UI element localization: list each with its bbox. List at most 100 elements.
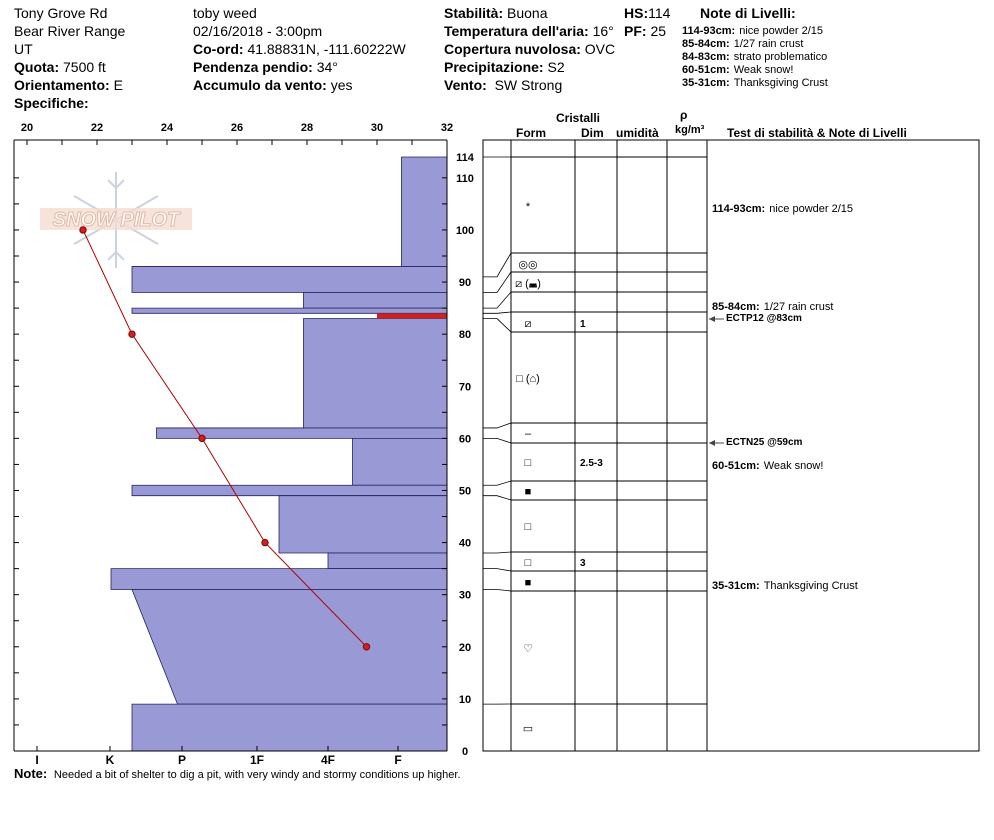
wind-label: Vento:: [444, 77, 487, 93]
stability-value: Buona: [507, 5, 548, 21]
temperature-point: [198, 434, 206, 443]
height-tick-label: 90: [459, 277, 471, 289]
stability: Stabilità: Buona: [444, 5, 548, 21]
hardness-axis-label: K: [106, 753, 115, 767]
stability-note-range: 85-84cm:: [712, 301, 760, 313]
location: Tony Grove Rd: [14, 5, 108, 21]
stability-note-text: Weak snow!: [763, 460, 824, 472]
snow-height: HS:114: [624, 5, 670, 21]
moisture-header: umidità: [616, 126, 659, 140]
datetime: 02/16/2018 - 3:00pm: [193, 23, 323, 39]
wind-loading-value: yes: [330, 77, 353, 93]
layer-connector-line: [483, 568, 512, 572]
crystal-size-value: 1: [580, 319, 586, 330]
header-note-text: nice powder 2/15: [739, 25, 823, 37]
layer-connector-line: [483, 311, 512, 314]
stability-test-result: ECTP12 @83cm: [726, 313, 802, 324]
coords-value: 41.88831N, -111.60222W: [247, 41, 406, 57]
test-arrow-head: [709, 316, 715, 322]
layer-connector-line: [483, 318, 512, 333]
temperature-tick-label: 32: [441, 122, 453, 134]
precip-value: S2: [547, 59, 565, 75]
height-tick-label: 10: [459, 694, 471, 706]
temperature-tick-label: 26: [231, 122, 243, 134]
observer: toby weed: [193, 5, 257, 21]
header-note-range: 85-84cm:: [682, 38, 730, 50]
hardness-layer-bar: [131, 484, 448, 497]
layer-connector-line: [483, 422, 512, 429]
stability-note-range: 60-51cm:: [712, 460, 760, 472]
stability-test-result: ECTN25 @59cm: [726, 437, 803, 448]
height-tick-label: 40: [459, 538, 471, 550]
air-temperature: Temperatura dell'aria: 16°: [444, 23, 614, 39]
stability-label: Stabilità:: [444, 5, 504, 21]
problem-layer-marker: [377, 313, 447, 319]
height-tick-label: 70: [459, 381, 471, 393]
elevation: Quota: 7500 ft: [14, 59, 106, 75]
crystal-form-symbol: □: [525, 457, 532, 469]
coordinates: Co-ord: 41.88831N, -111.60222W: [193, 41, 406, 57]
stability-note-text: Thanksgiving Crust: [763, 580, 858, 592]
slope-label: Pendenza pendio:: [193, 59, 313, 75]
dim-header: Dim: [581, 126, 604, 140]
tests-header: Test di stabilità & Note di Livelli: [727, 126, 907, 140]
layer-connector-line: [483, 480, 512, 486]
crystal-form-symbol: –: [525, 428, 532, 440]
stability-note-range: 35-31cm:: [712, 580, 760, 592]
hardness-layer-bar: [131, 589, 448, 705]
temperature-point: [79, 226, 87, 234]
temperature-point: [128, 330, 136, 338]
hardness-layer-bar: [110, 568, 448, 590]
density-unit-header: kg/m³: [675, 124, 705, 136]
layer-connector-line: [483, 589, 512, 592]
crystal-form-symbol: ▭: [523, 723, 533, 735]
temperature-tick-label: 24: [161, 122, 174, 134]
air-temp-label: Temperatura dell'aria:: [444, 23, 589, 39]
crystal-form-symbol: □: [525, 557, 532, 569]
specifics-label: Specifiche:: [14, 95, 89, 111]
hardness-layer-bar: [352, 437, 448, 486]
stability-note-text: nice powder 2/15: [769, 203, 853, 215]
hardness-axis-label: P: [178, 753, 186, 767]
crystal-form-symbol: ♡: [523, 643, 533, 655]
crystal-size-value: 3: [580, 558, 586, 569]
height-tick-label: 20: [459, 642, 471, 654]
hardness-layer-bar: [303, 318, 448, 429]
pf-value: 25: [650, 23, 667, 39]
height-tick-label: 60: [459, 433, 471, 445]
stability-note-range: 114-93cm:: [712, 203, 766, 215]
crystal-form-symbol: ■: [525, 486, 532, 498]
slope: Pendenza pendio: 34°: [193, 59, 338, 75]
height-tick-label: 80: [459, 329, 471, 341]
hardness-axis-label: F: [394, 753, 401, 767]
elevation-value: 7500 ft: [63, 59, 106, 75]
elevation-label: Quota:: [14, 59, 60, 75]
hardness-layer-bar: [327, 552, 448, 570]
header-note-text: Thanksgiving Crust: [733, 77, 828, 89]
hardness-layer-bar: [131, 703, 448, 752]
aspect-value: E: [113, 77, 123, 93]
hardness-temperature-plot: 20 22 24 26 28 30 3211411010090807060504030201…: [13, 122, 475, 767]
state: UT: [14, 41, 33, 57]
test-arrow-head: [709, 440, 715, 446]
height-tick-label: 114: [456, 152, 475, 164]
header-note-range: 84-83cm:: [682, 51, 730, 63]
crystal-form-symbol: □ (⌂): [516, 373, 540, 385]
height-tick-label: 50: [459, 485, 471, 497]
crystal-form-symbol: ⧄: [525, 318, 532, 330]
temperature-tick-label: 30: [371, 122, 383, 134]
layers-table: * ◎◎ ⧄ (◛) ⧄ 1 □ (⌂) – □ 2.5-3 ■ □ □ 3 ■ ♡ ▭: [482, 139, 980, 752]
precipitation: Precipitazione: S2: [444, 59, 565, 75]
crystal-form-symbol: ⧄ (◛): [515, 278, 541, 290]
hardness-layer-bar: [278, 495, 448, 554]
hs-label: HS:: [624, 5, 649, 21]
crystal-form-symbol: *: [526, 201, 531, 213]
crystal-form-symbol: ◎◎: [518, 259, 537, 271]
wind: Vento: SW Strong: [444, 77, 562, 93]
temperature-point: [261, 538, 269, 547]
crystal-form-symbol: ■: [525, 577, 532, 589]
pf-label: PF:: [624, 23, 647, 39]
layer-connector-line: [483, 551, 512, 554]
layer-connector-line: [483, 271, 512, 293]
